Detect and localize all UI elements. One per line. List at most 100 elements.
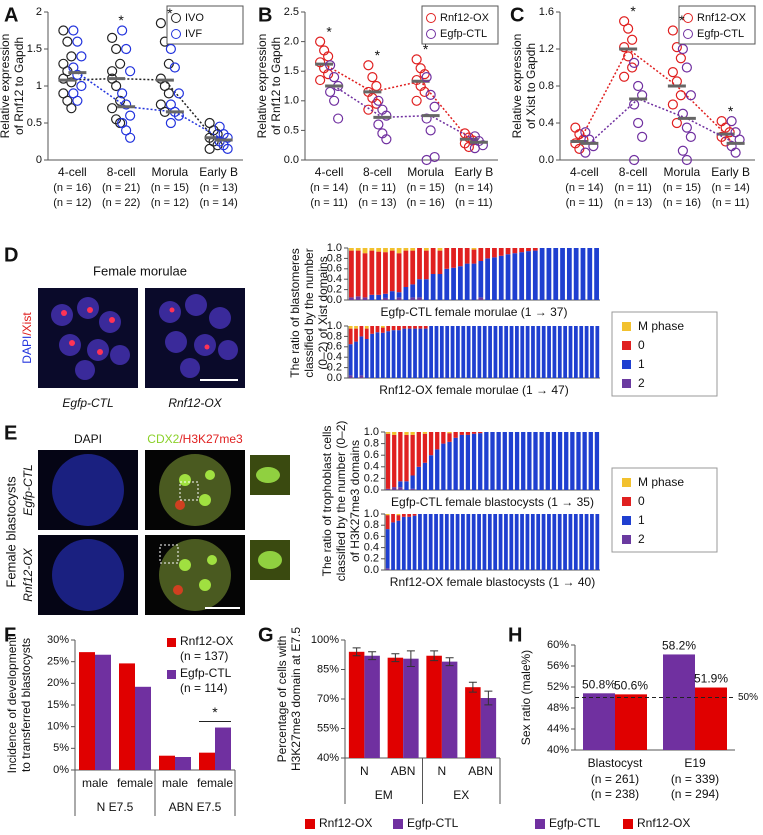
significance: * xyxy=(630,3,636,19)
bar-segment xyxy=(484,432,489,490)
bar-segment xyxy=(430,248,436,274)
data-point xyxy=(117,25,128,36)
n-label: (n = 12) xyxy=(53,197,91,209)
bar xyxy=(95,654,111,770)
bar-segment xyxy=(552,514,557,570)
n-label: (n = 294) xyxy=(671,787,719,801)
data-point xyxy=(325,86,336,98)
group-label: EX xyxy=(453,788,469,802)
bar xyxy=(387,657,404,758)
bar-segment xyxy=(584,326,589,378)
bar-segment xyxy=(498,326,503,378)
bar-segment xyxy=(492,248,497,258)
bar-segment xyxy=(498,248,504,256)
significance: * xyxy=(118,12,124,28)
bar-segment xyxy=(471,514,476,570)
bar-segment xyxy=(594,248,599,300)
n-label: (n = 15) xyxy=(407,182,445,194)
panel-letter: A xyxy=(4,4,18,26)
data-point xyxy=(371,98,382,109)
bar-segment xyxy=(349,250,354,298)
bar-segment xyxy=(385,432,391,434)
legend-marker xyxy=(426,13,436,23)
data-point xyxy=(675,90,686,101)
y-tick-label: 5% xyxy=(53,742,69,754)
bar-segment xyxy=(396,515,401,521)
bar-segment xyxy=(383,297,388,300)
bar-segment xyxy=(525,326,530,378)
bar-segment xyxy=(444,514,449,570)
micrograph xyxy=(145,288,245,388)
y-tick-label: 1.0 xyxy=(364,426,379,438)
legend-label: 2 xyxy=(638,532,645,546)
y-tick-label: 0.0 xyxy=(364,564,379,576)
data-point xyxy=(425,125,436,136)
data-point xyxy=(363,104,374,115)
trend-line xyxy=(588,98,736,145)
bar-segment xyxy=(429,326,433,378)
y-tick-label: 1.0 xyxy=(327,242,342,254)
y-tick-label: 0.8 xyxy=(327,252,342,264)
bar xyxy=(465,687,481,758)
data-point xyxy=(325,60,336,71)
legend-label: Egfp-CTL xyxy=(697,28,744,40)
bar-segment xyxy=(403,287,409,300)
bar-segment xyxy=(453,437,458,490)
legend-marker xyxy=(683,13,693,23)
bar-segment xyxy=(478,297,484,300)
data-point xyxy=(411,95,422,106)
bar-segment xyxy=(375,332,380,378)
bar-segment xyxy=(392,487,397,490)
data-point xyxy=(429,101,440,112)
bar-segment xyxy=(396,520,401,570)
bar-segment xyxy=(416,466,421,490)
bar-segment xyxy=(349,248,354,251)
value-label: 58.2% xyxy=(662,639,696,653)
x-tick-label: Morula xyxy=(152,165,189,179)
bar-segment xyxy=(348,328,353,345)
bar-segment xyxy=(520,514,524,570)
bar-segment xyxy=(396,253,402,293)
bar-segment xyxy=(423,514,428,570)
data-point xyxy=(121,43,132,55)
x-tick-label: Morula xyxy=(407,165,444,179)
bar-segment xyxy=(485,248,491,259)
bar-segment xyxy=(525,514,530,570)
value-label: 50.8% xyxy=(582,677,616,691)
data-point xyxy=(165,117,176,129)
legend-marker xyxy=(393,819,403,829)
bar-segment xyxy=(445,326,450,378)
data-point xyxy=(115,58,126,69)
group-label: EM xyxy=(375,788,393,802)
bar xyxy=(441,661,458,758)
bar-segment xyxy=(441,443,446,490)
y-tick-label: 100% xyxy=(311,634,339,646)
y-tick-label: 0.6 xyxy=(364,530,379,542)
y-tick-label: 1.6 xyxy=(539,6,554,18)
bar-segment xyxy=(514,514,519,570)
bar-segment xyxy=(397,330,401,378)
y-tick-label: 25% xyxy=(47,656,69,668)
panel-letter: B xyxy=(258,4,272,26)
n-label: (n = 13) xyxy=(200,182,238,194)
bar-segment xyxy=(348,344,353,376)
bar-segment xyxy=(451,248,456,268)
bar-segment xyxy=(459,432,464,435)
y-tick-label: 55% xyxy=(317,722,339,734)
bar xyxy=(215,727,231,770)
bar-segment xyxy=(579,326,584,378)
bar-segment xyxy=(478,433,483,490)
bar-segment xyxy=(568,514,573,570)
bar-segment xyxy=(456,326,460,378)
legend-marker xyxy=(171,29,181,39)
y-tick-label: 0.2 xyxy=(327,284,342,296)
bar-segment xyxy=(376,248,382,252)
bar-segment xyxy=(582,432,587,490)
bar-segment xyxy=(521,432,526,490)
data-point xyxy=(76,80,87,92)
n-label: (n = 14) xyxy=(200,197,238,209)
n-label: (n = 15) xyxy=(151,182,189,194)
bar-segment xyxy=(477,326,482,378)
bar-segment xyxy=(498,255,504,300)
reference-label: 50% xyxy=(738,692,758,703)
